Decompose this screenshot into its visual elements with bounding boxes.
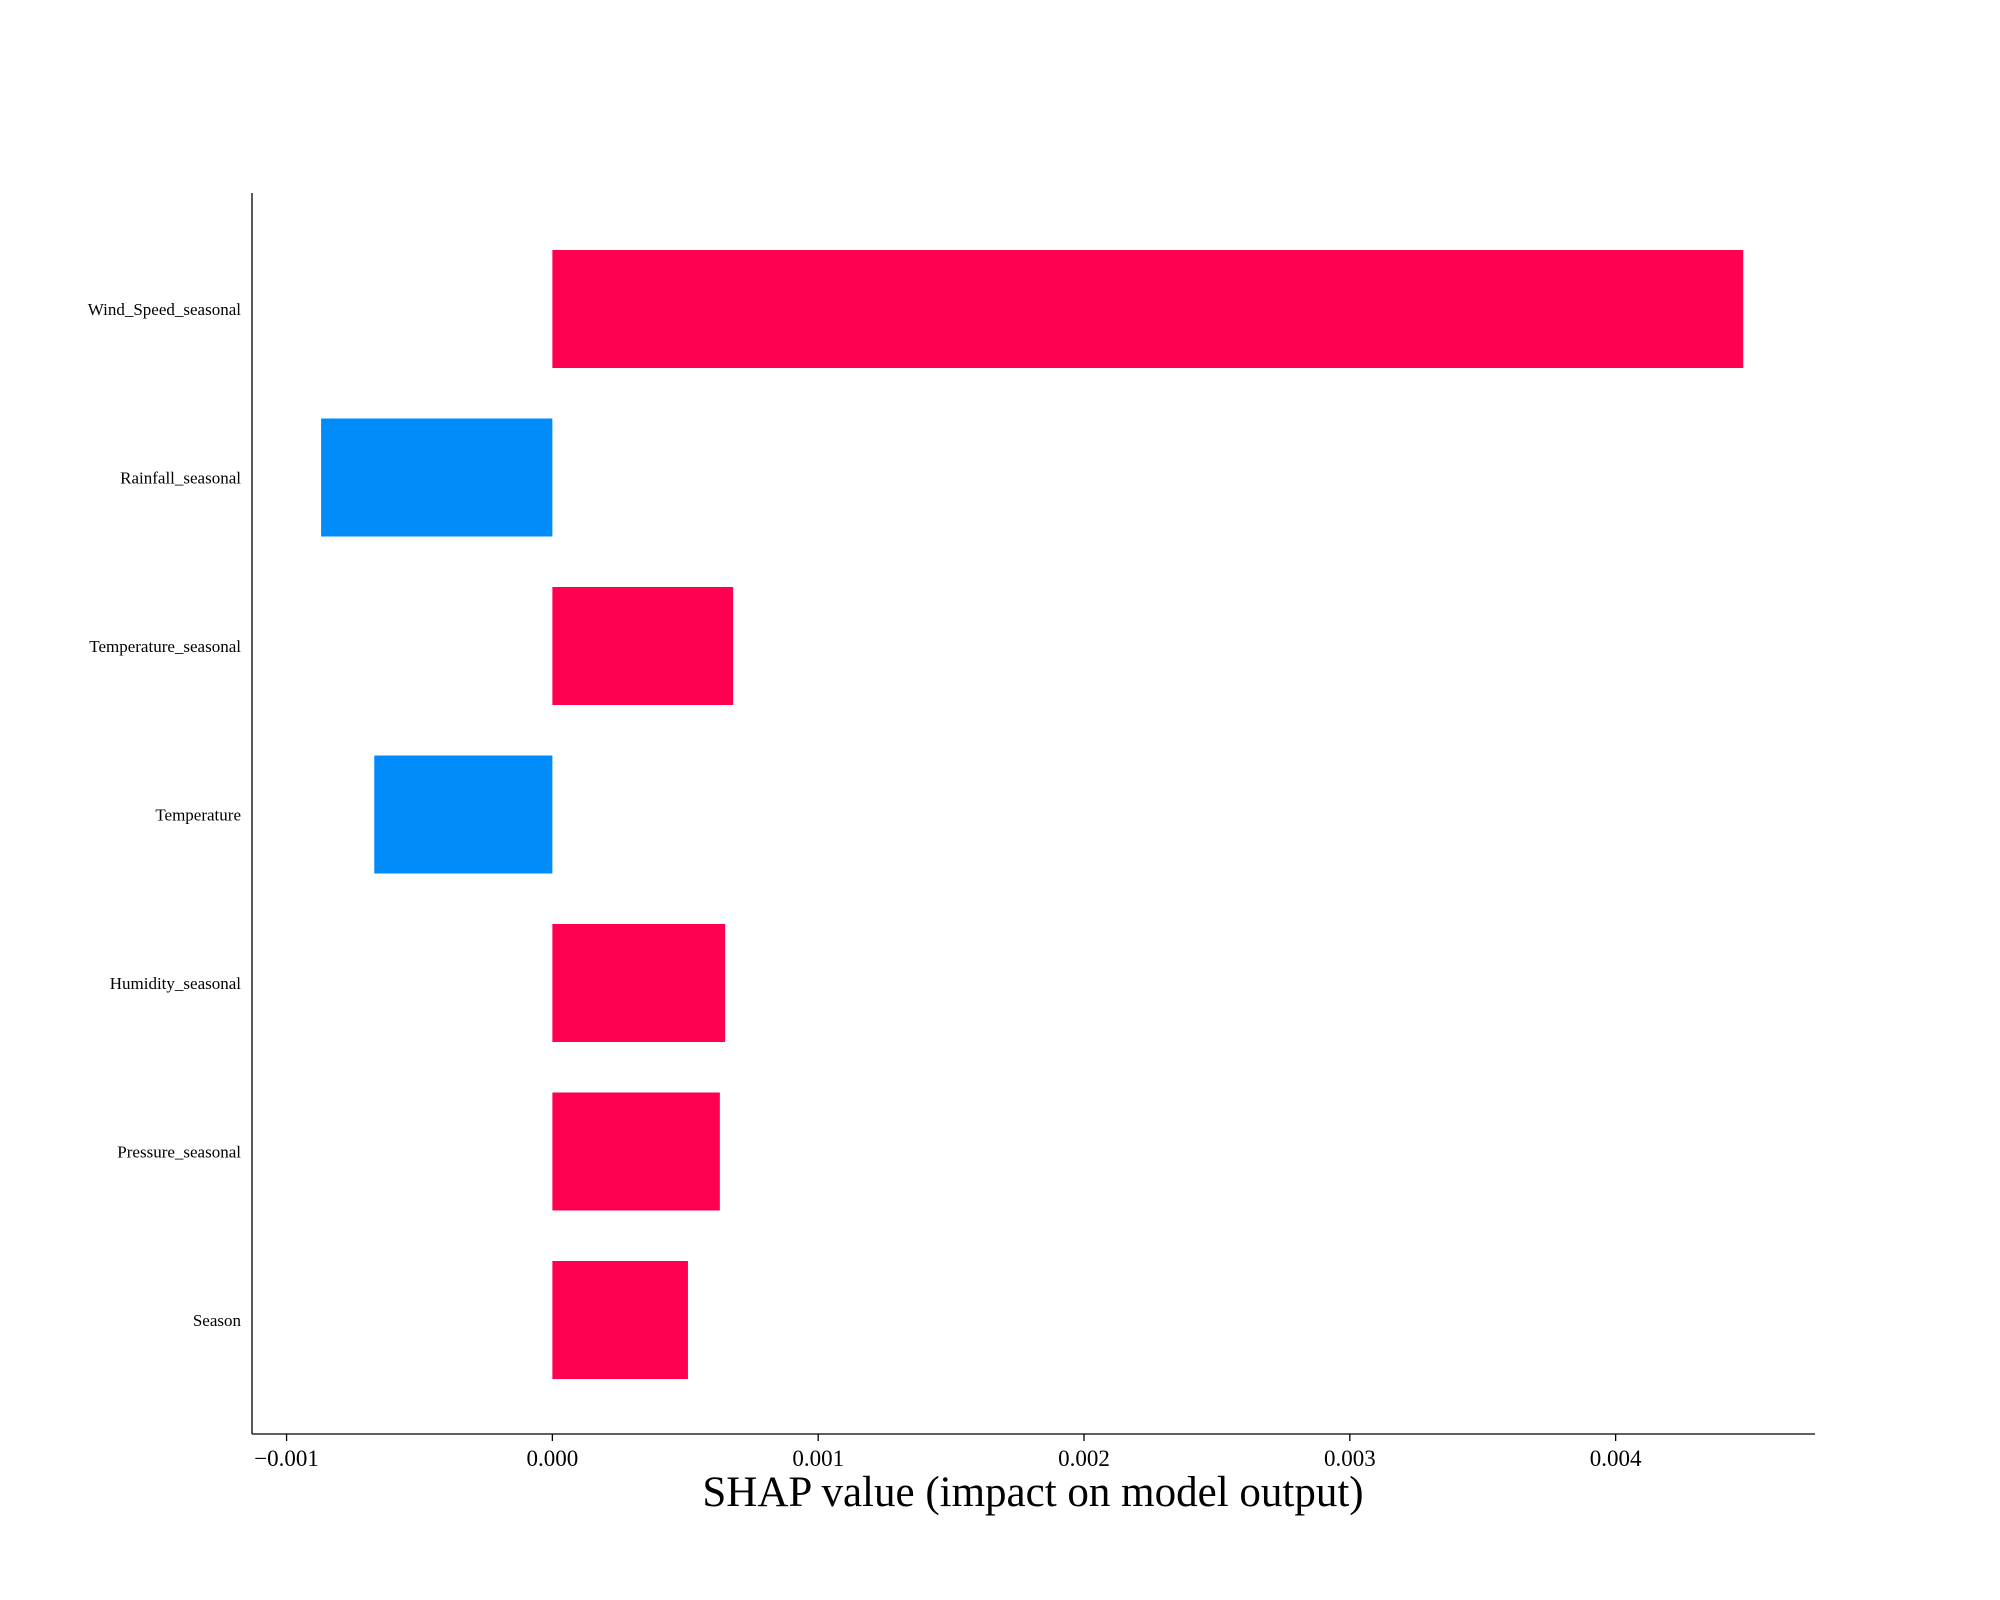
feature-label: Rainfall_seasonal xyxy=(120,469,241,488)
bar-temperature xyxy=(374,755,553,874)
feature-label: Temperature_seasonal xyxy=(89,637,241,656)
x-ticks-group: −0.001 0.000 0.001 0.002 0.003 0.004 xyxy=(254,1434,1642,1471)
bar-humidity-seasonal xyxy=(552,924,726,1042)
x-tick-label: 0.000 xyxy=(526,1446,578,1471)
x-tick-label: 0.003 xyxy=(1324,1446,1376,1471)
bar-temperature-seasonal xyxy=(552,587,734,705)
x-tick-label: −0.001 xyxy=(254,1446,319,1471)
bar-season xyxy=(552,1261,688,1379)
x-tick-label: 0.002 xyxy=(1058,1446,1110,1471)
bar-pressure-seasonal xyxy=(552,1092,720,1211)
x-tick-label: 0.001 xyxy=(792,1446,844,1471)
x-tick-label: 0.004 xyxy=(1590,1446,1642,1471)
feature-label: Temperature xyxy=(155,806,241,825)
bar-wind-speed-seasonal xyxy=(552,250,1744,368)
feature-label: Humidity_seasonal xyxy=(110,974,242,993)
feature-label: Pressure_seasonal xyxy=(117,1143,241,1162)
feature-label: Wind_Speed_seasonal xyxy=(88,300,242,319)
feature-labels-group: Wind_Speed_seasonal Rainfall_seasonal Temp… xyxy=(88,300,242,1330)
x-axis-title: SHAP value (impact on model output) xyxy=(702,1469,1363,1516)
bars-group xyxy=(321,250,1744,1379)
feature-label: Season xyxy=(193,1311,242,1330)
bar-rainfall-seasonal xyxy=(321,418,553,537)
